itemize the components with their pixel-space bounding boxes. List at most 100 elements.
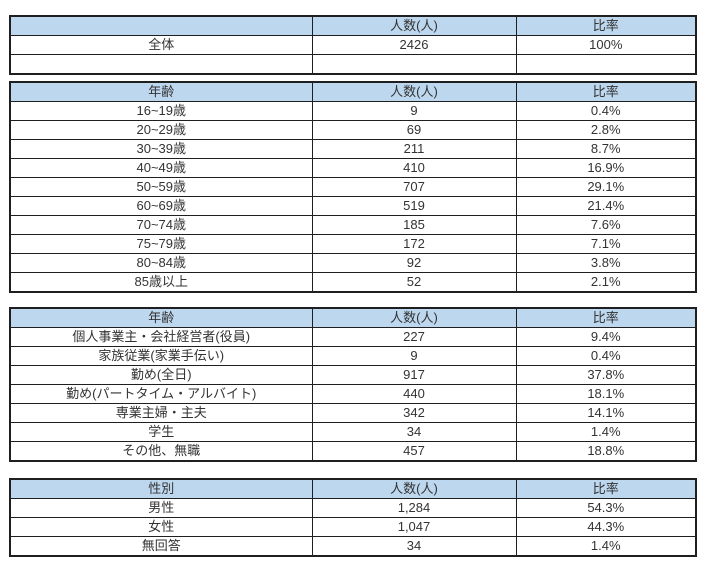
table-cell: 3.8% [515,253,697,273]
table-cell: 8.7% [515,139,697,159]
table-cell: 学生 [9,422,313,442]
table-cell: 34 [311,536,517,557]
table-cell: 0.4% [515,101,697,121]
table-cell: 917 [311,365,517,385]
table-cell: 20~29歳 [9,120,313,140]
table-row: 85歳以上 52 2.1% [9,272,697,293]
table-cell: 1,047 [311,517,517,537]
header-cell: 年齢 [9,81,313,102]
table-cell: 1.4% [515,422,697,442]
header-row: 人数(人) 比率 [9,15,697,36]
table-cell [311,54,517,75]
table-row: 全体 2426 100% [9,35,697,55]
table-cell: 34 [311,422,517,442]
table-cell: 60~69歳 [9,196,313,216]
header-cell [9,15,313,36]
table-cell: 1.4% [515,536,697,557]
table-row [9,54,697,75]
table-cell: 専業主婦・主夫 [9,403,313,423]
header-cell: 人数(人) [311,478,517,499]
table-cell: 個人事業主・会社経営者(役員) [9,327,313,347]
table-cell: 女性 [9,517,313,537]
table-cell: 2.8% [515,120,697,140]
table-cell [515,54,697,75]
table-cell: 707 [311,177,517,197]
table-cell: 勤め(全日) [9,365,313,385]
table-cell: 410 [311,158,517,178]
table-row: 専業主婦・主夫 342 14.1% [9,403,697,423]
header-row: 性別 人数(人) 比率 [9,478,697,499]
table-cell: 18.1% [515,384,697,404]
table-row: 20~29歳 69 2.8% [9,120,697,140]
table-row: 30~39歳 211 8.7% [9,139,697,159]
header-row: 年齢 人数(人) 比率 [9,307,697,328]
table-cell: 14.1% [515,403,697,423]
table-cell: 30~39歳 [9,139,313,159]
header-cell: 比率 [515,15,697,36]
table-cell: 40~49歳 [9,158,313,178]
header-cell: 年齢 [9,307,313,328]
table-cell: 無回答 [9,536,313,557]
table-row: 無回答 34 1.4% [9,536,697,557]
table-cell: 211 [311,139,517,159]
header-cell: 人数(人) [311,15,517,36]
header-cell: 比率 [515,307,697,328]
header-cell: 比率 [515,81,697,102]
table-cell: 185 [311,215,517,235]
table-row: 75~79歳 172 7.1% [9,234,697,254]
table-row: 勤め(全日) 917 37.8% [9,365,697,385]
table-cell: 0.4% [515,346,697,366]
table-age: 年齢 人数(人) 比率 16~19歳 9 0.4% 20~29歳 69 2.8% 30~39歳 21… [9,81,697,293]
table-cell: 75~79歳 [9,234,313,254]
header-row: 年齢 人数(人) 比率 [9,81,697,102]
table-cell: 342 [311,403,517,423]
table-cell: 18.8% [515,441,697,462]
table-row: 80~84歳 92 3.8% [9,253,697,273]
table-row: 60~69歳 519 21.4% [9,196,697,216]
table-row: 女性 1,047 44.3% [9,517,697,537]
table-cell: 172 [311,234,517,254]
table-row: その他、無職 457 18.8% [9,441,697,462]
table-row: 40~49歳 410 16.9% [9,158,697,178]
table-cell: 37.8% [515,365,697,385]
header-cell: 人数(人) [311,81,517,102]
table-cell: 92 [311,253,517,273]
table-cell: 21.4% [515,196,697,216]
table-row: 男性 1,284 54.3% [9,498,697,518]
table-cell: 70~74歳 [9,215,313,235]
table-cell: 440 [311,384,517,404]
header-cell: 比率 [515,478,697,499]
table-row: 16~19歳 9 0.4% [9,101,697,121]
table-cell: 9 [311,346,517,366]
table-cell: 7.1% [515,234,697,254]
table-occupation: 年齢 人数(人) 比率 個人事業主・会社経営者(役員) 227 9.4% 家族従業(家業手伝… [9,307,697,462]
table-cell: 2.1% [515,272,697,293]
table-cell: 44.3% [515,517,697,537]
table-cell: 227 [311,327,517,347]
table-cell: 勤め(パートタイム・アルバイト) [9,384,313,404]
header-cell: 性別 [9,478,313,499]
table-cell: 16.9% [515,158,697,178]
table-cell: 全体 [9,35,313,55]
table-cell: 50~59歳 [9,177,313,197]
table-cell: 457 [311,441,517,462]
table-cell: 29.1% [515,177,697,197]
table-cell: 85歳以上 [9,272,313,293]
table-overall: 人数(人) 比率 全体 2426 100% [9,15,697,75]
table-cell: 54.3% [515,498,697,518]
table-row: 70~74歳 185 7.6% [9,215,697,235]
table-cell: 7.6% [515,215,697,235]
tables-root: 人数(人) 比率 全体 2426 100% 年齢 人数(人) 比率 16~19歳 9 0.4% 20~… [9,15,721,557]
header-cell: 人数(人) [311,307,517,328]
table-cell: 男性 [9,498,313,518]
table-gender: 性別 人数(人) 比率 男性 1,284 54.3% 女性 1,047 44.3% 無回答 34 1.… [9,478,697,557]
table-cell: 80~84歳 [9,253,313,273]
table-row: 個人事業主・会社経営者(役員) 227 9.4% [9,327,697,347]
table-cell [9,54,313,75]
table-row: 家族従業(家業手伝い) 9 0.4% [9,346,697,366]
table-cell: 519 [311,196,517,216]
table-cell: 16~19歳 [9,101,313,121]
table-cell: 1,284 [311,498,517,518]
table-cell: 9 [311,101,517,121]
